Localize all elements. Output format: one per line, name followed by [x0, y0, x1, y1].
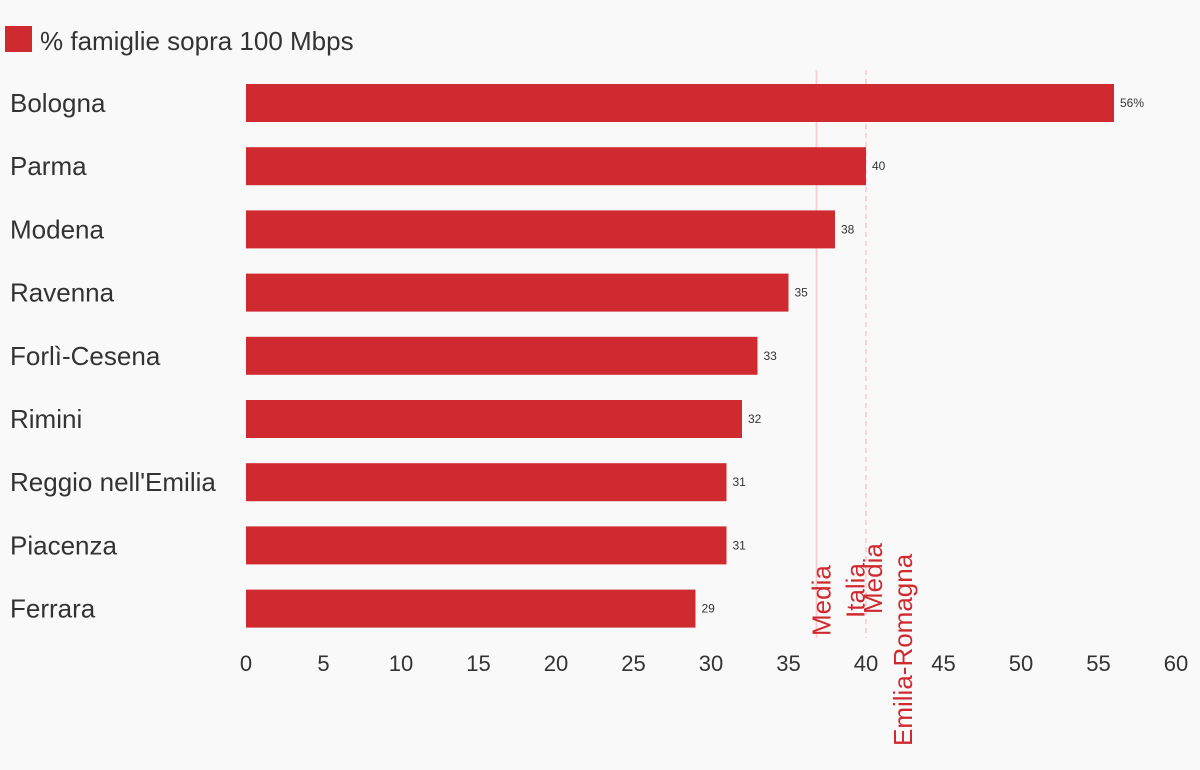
x-tick-label-8: 35: [776, 651, 800, 676]
value-label-8: 31: [733, 538, 747, 552]
x-tick-label-2: 5: [317, 651, 329, 676]
bars: [246, 84, 1114, 628]
category-label-5: Forlì-Cesena: [10, 341, 161, 371]
legend-label: % famiglie sopra 100 Mbps: [40, 26, 354, 56]
category-label-6: Rimini: [10, 404, 82, 434]
x-tick-label-13: 60: [1164, 651, 1188, 676]
bar-8: [246, 526, 727, 565]
x-tick-label-12: 55: [1086, 651, 1110, 676]
value-label-7: 31: [733, 475, 747, 489]
category-label-7: Reggio nell'Emilia: [10, 467, 216, 497]
bar-5: [246, 336, 758, 375]
legend-swatch: [5, 26, 32, 52]
reference-label-2-line-2: Emilia-Romagna: [888, 553, 918, 746]
reference-label-1-line-2: Italia: [840, 563, 870, 618]
x-tick-label-6: 25: [621, 651, 645, 676]
value-label-2: 40: [872, 159, 886, 173]
value-label-3: 38: [841, 222, 855, 236]
x-tick-label-11: 50: [1009, 651, 1033, 676]
category-label-2: Parma: [10, 151, 87, 181]
x-tick-label-3: 10: [389, 651, 413, 676]
legend: % famiglie sopra 100 Mbps: [5, 26, 354, 56]
value-label-6: 32: [748, 412, 762, 426]
bar-2: [246, 147, 866, 186]
value-label-4: 35: [795, 286, 809, 300]
value-label-1: 56%: [1120, 96, 1144, 110]
category-label-1: Bologna: [10, 88, 106, 118]
x-tick-label-10: 45: [931, 651, 955, 676]
x-axis-ticks: 0 5 10 15 20 25 30 35 40 45 50 55 60: [240, 651, 1188, 676]
category-label-9: Ferrara: [10, 594, 96, 624]
value-labels: 56% 40 38 35 33 32 31 31 29: [702, 96, 1145, 616]
bar-3: [246, 210, 835, 249]
x-tick-label-4: 15: [466, 651, 490, 676]
category-label-8: Piacenza: [10, 530, 117, 560]
category-label-3: Modena: [10, 214, 104, 244]
bar-1: [246, 84, 1114, 122]
category-label-4: Ravenna: [10, 278, 115, 308]
reference-label-2-line-1: Media: [858, 543, 888, 614]
x-tick-label-9: 40: [854, 651, 878, 676]
bar-6: [246, 400, 742, 438]
bar-9: [246, 589, 696, 628]
bar-7: [246, 463, 727, 502]
value-label-5: 33: [764, 349, 778, 363]
x-tick-label-1: 0: [240, 651, 252, 676]
category-labels: Bologna Parma Modena Ravenna Forlì-Cesena Rim…: [10, 88, 216, 624]
reference-label-1-line-1: Media: [806, 565, 836, 636]
bar-4: [246, 273, 789, 312]
x-tick-label-7: 30: [699, 651, 723, 676]
x-tick-label-5: 20: [544, 651, 568, 676]
value-label-9: 29: [702, 602, 716, 616]
